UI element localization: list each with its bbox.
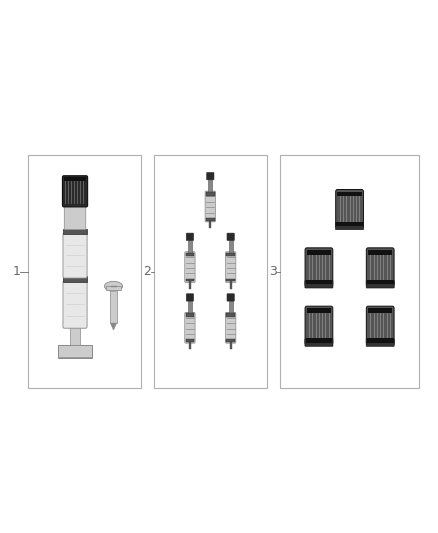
Text: 2: 2: [143, 265, 151, 278]
Bar: [368, 308, 392, 313]
Bar: [189, 281, 191, 288]
Bar: [188, 301, 192, 313]
Bar: [280, 155, 419, 389]
Bar: [58, 345, 92, 358]
Polygon shape: [110, 323, 117, 330]
Bar: [306, 338, 332, 343]
Bar: [28, 155, 141, 389]
FancyBboxPatch shape: [336, 190, 364, 228]
Bar: [306, 280, 332, 284]
FancyBboxPatch shape: [185, 252, 195, 282]
FancyBboxPatch shape: [227, 233, 234, 240]
FancyBboxPatch shape: [305, 280, 333, 288]
Bar: [226, 253, 235, 256]
Bar: [368, 250, 392, 255]
FancyBboxPatch shape: [366, 339, 394, 346]
FancyBboxPatch shape: [64, 204, 86, 230]
Bar: [307, 250, 331, 255]
Bar: [226, 339, 235, 342]
Bar: [206, 218, 215, 221]
Bar: [64, 177, 86, 181]
Bar: [337, 192, 362, 196]
FancyBboxPatch shape: [305, 248, 333, 286]
Bar: [63, 277, 87, 282]
Bar: [307, 308, 331, 313]
FancyBboxPatch shape: [227, 294, 234, 301]
FancyBboxPatch shape: [305, 306, 333, 345]
Text: 3: 3: [269, 265, 277, 278]
Bar: [186, 279, 194, 281]
Bar: [230, 281, 232, 288]
FancyBboxPatch shape: [63, 281, 87, 328]
Bar: [70, 327, 81, 345]
FancyBboxPatch shape: [226, 312, 236, 343]
Bar: [189, 342, 191, 349]
Bar: [209, 221, 212, 228]
Bar: [186, 253, 194, 256]
Bar: [367, 280, 394, 284]
Bar: [63, 229, 87, 235]
FancyBboxPatch shape: [305, 339, 333, 346]
FancyBboxPatch shape: [207, 173, 214, 180]
Bar: [206, 192, 215, 196]
Bar: [336, 222, 363, 226]
Bar: [226, 279, 235, 281]
FancyBboxPatch shape: [226, 252, 236, 282]
FancyBboxPatch shape: [186, 233, 194, 240]
Ellipse shape: [104, 281, 123, 291]
FancyBboxPatch shape: [366, 248, 394, 286]
FancyBboxPatch shape: [186, 294, 194, 301]
FancyBboxPatch shape: [205, 191, 215, 222]
Bar: [208, 179, 212, 192]
Bar: [188, 240, 192, 253]
FancyBboxPatch shape: [366, 306, 394, 345]
Bar: [106, 286, 121, 290]
FancyBboxPatch shape: [63, 176, 88, 207]
FancyBboxPatch shape: [336, 222, 364, 230]
Bar: [154, 155, 267, 389]
Bar: [186, 339, 194, 342]
FancyBboxPatch shape: [185, 312, 195, 343]
Bar: [226, 313, 235, 317]
Bar: [367, 338, 394, 343]
FancyBboxPatch shape: [366, 280, 394, 288]
Text: 1: 1: [12, 265, 20, 278]
Bar: [229, 240, 233, 253]
Bar: [186, 313, 194, 317]
Bar: [229, 301, 233, 313]
Bar: [110, 290, 117, 323]
Bar: [230, 342, 232, 349]
FancyBboxPatch shape: [63, 233, 87, 278]
